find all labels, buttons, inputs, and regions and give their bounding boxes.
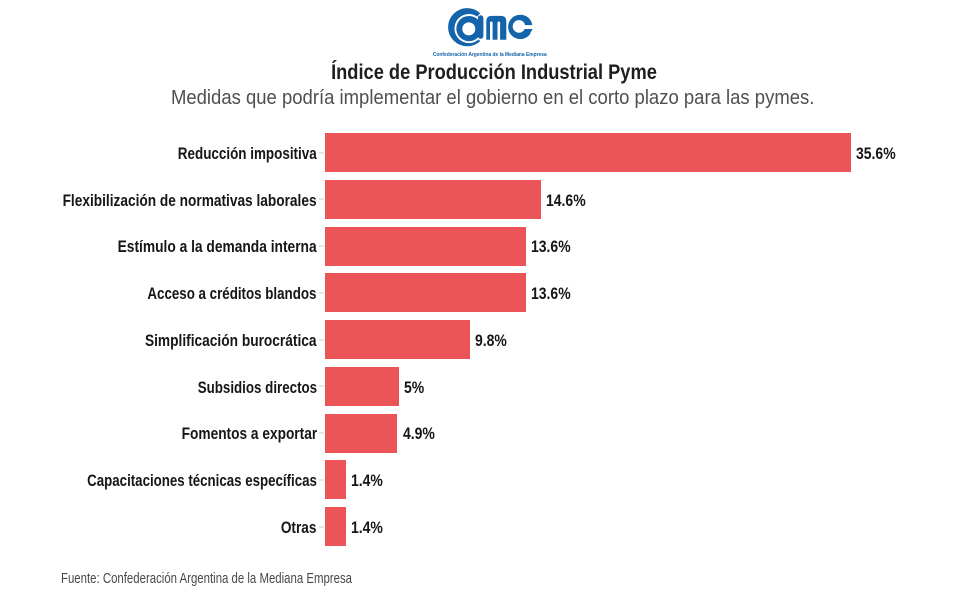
svg-text:Confederación Argentina de la: Confederación Argentina de la Mediana Em… (433, 52, 548, 58)
